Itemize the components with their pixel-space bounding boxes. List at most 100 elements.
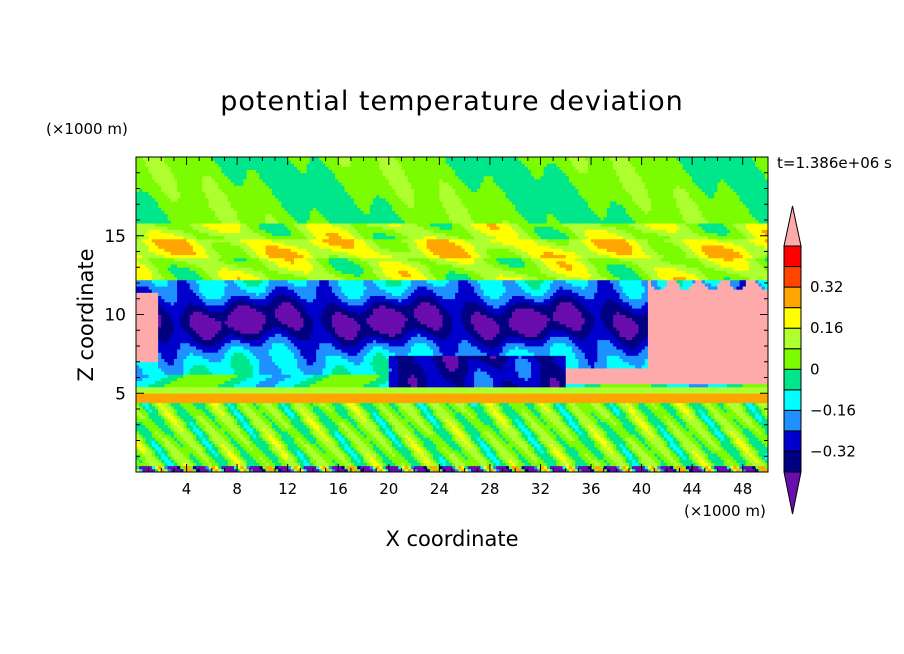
contour-cell	[180, 337, 184, 341]
contour-cell	[247, 280, 251, 284]
contour-cell	[196, 207, 200, 211]
contour-cell	[174, 362, 178, 366]
contour-cell	[285, 318, 289, 322]
contour-cell	[164, 220, 168, 224]
contour-cell	[209, 425, 213, 429]
contour-cell	[234, 274, 238, 278]
contour-cell	[288, 330, 292, 334]
contour-cell	[136, 179, 140, 183]
contour-cell	[145, 403, 149, 407]
contour-cell	[193, 340, 197, 344]
contour-cell	[196, 396, 200, 400]
contour-cell	[158, 384, 162, 388]
contour-cell	[183, 201, 187, 205]
contour-cell	[174, 264, 178, 268]
contour-cell	[275, 289, 279, 293]
contour-cell	[180, 409, 184, 413]
contour-cell	[240, 233, 244, 237]
contour-cell	[187, 346, 191, 350]
contour-cell	[291, 299, 295, 303]
contour-cell	[196, 321, 200, 325]
contour-cell	[253, 456, 257, 460]
contour-cell	[206, 378, 210, 382]
contour-cell	[206, 270, 210, 274]
contour-cell	[275, 390, 279, 394]
contour-cell	[190, 381, 194, 385]
contour-cell	[199, 223, 203, 227]
contour-cell	[224, 466, 228, 470]
contour-cell	[202, 185, 206, 189]
contour-cell	[174, 308, 178, 312]
contour-cell	[247, 459, 251, 463]
contour-cell	[199, 157, 203, 161]
contour-cell	[243, 365, 247, 369]
contour-cell	[253, 406, 257, 410]
contour-cell	[272, 400, 276, 404]
contour-cell	[266, 456, 270, 460]
contour-cell	[142, 374, 146, 378]
contour-cell	[281, 466, 285, 470]
contour-cell	[228, 381, 232, 385]
contour-cell	[243, 396, 247, 400]
contour-cell	[193, 412, 197, 416]
contour-cell	[259, 437, 263, 441]
contour-cell	[180, 280, 184, 284]
contour-cell	[180, 286, 184, 290]
contour-cell	[266, 270, 270, 274]
contour-cell	[281, 182, 285, 186]
contour-cell	[285, 236, 289, 240]
contour-cell	[164, 179, 168, 183]
contour-cell	[218, 274, 222, 278]
contour-cell	[202, 406, 206, 410]
contour-cell	[136, 362, 140, 366]
contour-cell	[171, 450, 175, 454]
contour-cell	[228, 400, 232, 404]
contour-cell	[183, 428, 187, 432]
contour-cell	[199, 403, 203, 407]
contour-cell	[171, 229, 175, 233]
contour-cell	[247, 239, 251, 243]
contour-cell	[155, 450, 159, 454]
contour-cell	[269, 179, 273, 183]
contour-cell	[253, 418, 257, 422]
contour-cell	[183, 261, 187, 265]
contour-cell	[256, 441, 260, 445]
contour-cell	[240, 286, 244, 290]
contour-cell	[212, 160, 216, 164]
contour-cell	[206, 220, 210, 224]
contour-cell	[215, 466, 219, 470]
contour-cell	[240, 207, 244, 211]
contour-cell	[180, 195, 184, 199]
contour-cell	[199, 179, 203, 183]
contour-cell	[149, 233, 153, 237]
contour-cell	[228, 346, 232, 350]
contour-cell	[180, 333, 184, 337]
contour-cell	[155, 425, 159, 429]
contour-cell	[269, 214, 273, 218]
contour-cell	[266, 327, 270, 331]
contour-cell	[199, 217, 203, 221]
contour-cell	[243, 456, 247, 460]
contour-cell	[228, 437, 232, 441]
contour-cell	[250, 248, 254, 252]
contour-cell	[190, 267, 194, 271]
contour-cell	[209, 292, 213, 296]
contour-cell	[231, 182, 235, 186]
contour-cell	[177, 396, 181, 400]
contour-cell	[234, 245, 238, 249]
contour-cell	[228, 242, 232, 246]
contour-cell	[247, 355, 251, 359]
contour-cell	[259, 374, 263, 378]
contour-cell	[149, 270, 153, 274]
contour-cell	[174, 166, 178, 170]
contour-cell	[275, 195, 279, 199]
contour-cell	[231, 327, 235, 331]
contour-cell	[180, 343, 184, 347]
contour-cell	[164, 368, 168, 372]
contour-cell	[168, 302, 172, 306]
contour-cell	[180, 368, 184, 372]
contour-cell	[291, 418, 295, 422]
contour-cell	[183, 274, 187, 278]
contour-cell	[206, 236, 210, 240]
contour-cell	[218, 245, 222, 249]
